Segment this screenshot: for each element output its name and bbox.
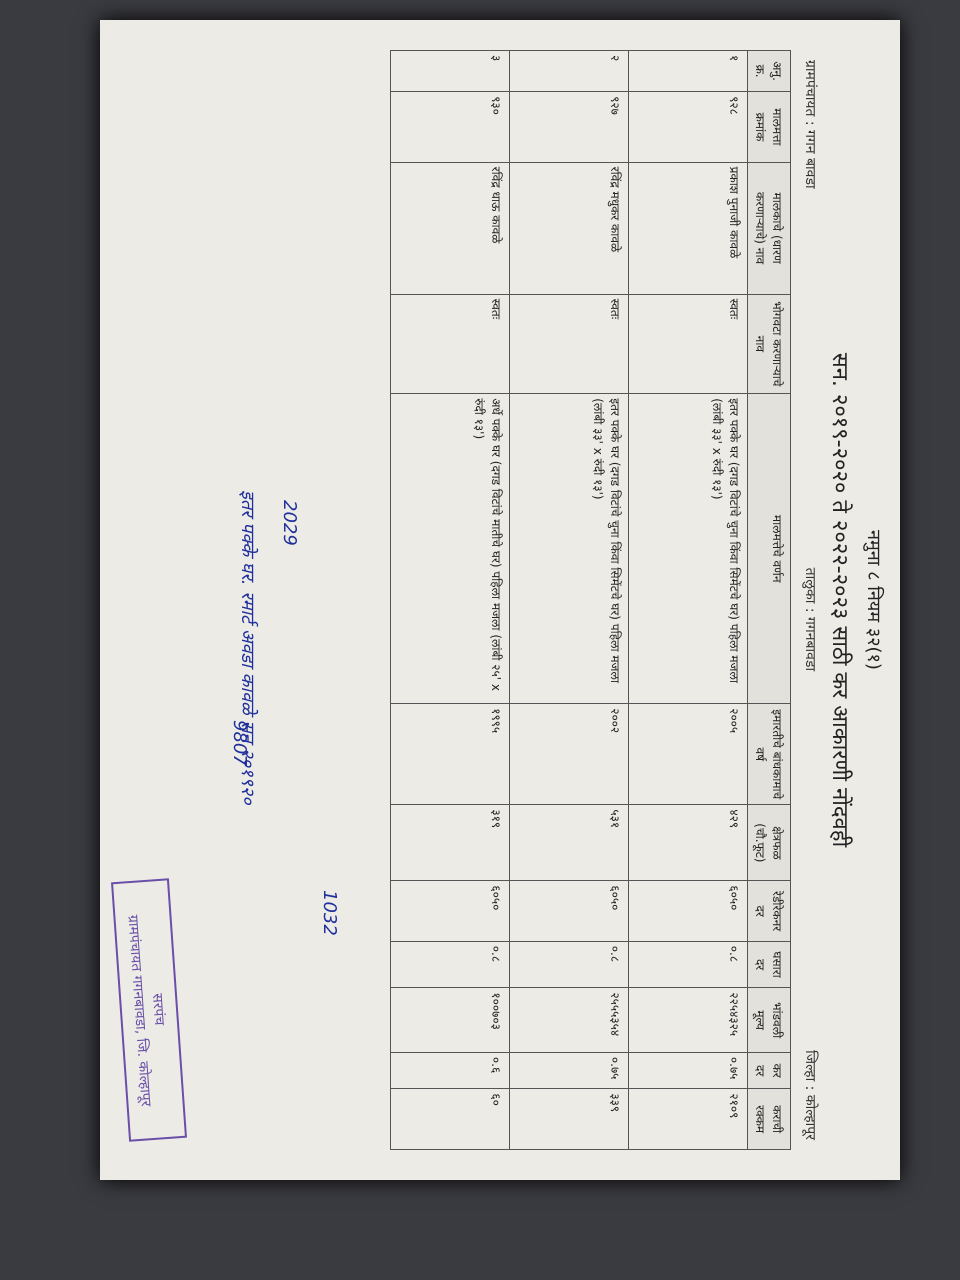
table-cell: ०.६ — [390, 1052, 510, 1089]
tax-table: अनु. क्र. मालमत्ता क्रमांक मालकाचे (धारण क… — [390, 50, 791, 1150]
handwritten-number: 9807 — [229, 720, 250, 766]
handwritten-note: इतर पक्के घर. रमार्ट अवडा कावळे सन २०१९२… — [237, 490, 258, 805]
table-cell: ३ — [390, 50, 510, 92]
table-cell: ९३० — [390, 91, 510, 163]
table-row: ३ ९३० रविंद्र धाऊ कावळे स्वतः अर्धे पक्के घर… — [390, 50, 510, 1150]
taluka: तालुका : गगनबावडा — [802, 567, 818, 672]
district: जिल्हा : कोल्हापूर — [802, 1050, 818, 1140]
table-cell: ०.८ — [390, 941, 510, 988]
table-cell: स्वतः — [509, 294, 629, 394]
table-cell: २२५४३२५ — [628, 987, 748, 1053]
table-cell: ९२७ — [509, 91, 629, 163]
table-cell: रविंद्र धाऊ कावळे — [390, 162, 510, 295]
form-number: नमुना ८ नियम ३२(१) — [863, 530, 884, 670]
table-cell: ९२८ — [628, 91, 748, 163]
table-cell: २००२ — [509, 703, 629, 805]
column-header: इमारतीचे बांधकामाचे वर्ष — [747, 703, 791, 805]
table-cell: इतर पक्के घर (दगड विटांचे चुना किंवा सिम… — [509, 393, 629, 704]
meta-row: ग्रामपंचायत : गगन बावडा तालुका : गगनबावड… — [795, 20, 826, 1180]
table-cell: ०.८ — [628, 941, 748, 988]
table-cell: १००७०३ — [390, 987, 510, 1053]
handwritten-year: 2029 — [279, 500, 300, 546]
handwritten-number: 1032 — [319, 890, 340, 936]
column-header: मालमत्तेचे वर्णन — [747, 393, 791, 704]
column-header: मालमत्ता क्रमांक — [747, 91, 791, 163]
column-header: भांडवली मूल्य — [747, 987, 791, 1053]
table-cell: ३३९ — [509, 1088, 629, 1150]
table-cell: २५५५३५४ — [509, 987, 629, 1053]
column-header: घसारा दर — [747, 941, 791, 988]
table-cell: ६०५० — [390, 880, 510, 942]
column-header: अनु. क्र. — [747, 50, 791, 92]
table-cell: प्रकाश पुनाजी कावळे — [628, 162, 748, 295]
table-cell: ०.७५ — [509, 1052, 629, 1089]
register-sheet: नमुना ८ नियम ३२(१) सन. २०१९-२०२० ते २०२२… — [100, 20, 900, 1180]
stamp: सरपंच ग्रामपंचायत गगनबावडा, जि. कोल्हापू… — [111, 878, 187, 1142]
table-row: १ ९२८ प्रकाश पुनाजी कावळे स्वतः इतर पक्के घर… — [628, 50, 748, 1150]
table-cell: ६०५० — [509, 880, 629, 942]
table-cell: १ — [628, 50, 748, 92]
table-cell: रविंद्र मधुकर कावळे — [509, 162, 629, 295]
table-cell: ४२९ — [628, 804, 748, 881]
column-header: रेडीरेकनर दर — [747, 880, 791, 942]
table-cell: ६० — [390, 1088, 510, 1150]
table-cell: ०.८ — [509, 941, 629, 988]
column-header: मालकाचे (धारण करणाऱ्याचे) नाव — [747, 162, 791, 295]
column-header: क्षेत्रफळ (चौ.फूट) — [747, 804, 791, 881]
register-title: सन. २०१९-२०२० ते २०२२-२०२३ साठी कर आकारण… — [827, 352, 852, 848]
column-header: कराची रक्कम — [747, 1088, 791, 1150]
table-cell: स्वतः — [390, 294, 510, 394]
header-row: अनु. क्र. मालमत्ता क्रमांक मालकाचे (धारण क… — [747, 50, 791, 1150]
table-cell: ५३१ — [509, 804, 629, 881]
table-cell: इतर पक्के घर (दगड विटांचे चुना किंवा सिम… — [628, 393, 748, 704]
table-row: २ ९२७ रविंद्र मधुकर कावळे स्वतः इतर पक्के घर… — [509, 50, 629, 1150]
table-cell: ६०५० — [628, 880, 748, 942]
table-cell: स्वतः — [628, 294, 748, 394]
column-header: कर दर — [747, 1052, 791, 1089]
column-header: भोगवटा करणाऱ्याचे नाव — [747, 294, 791, 394]
table-cell: १९९५ — [390, 703, 510, 805]
table-cell: ०.७५ — [628, 1052, 748, 1089]
table-cell: २ — [509, 50, 629, 92]
gram-panchayat: ग्रामपंचायत : गगन बावडा — [802, 60, 818, 189]
table-cell: ३१९ — [390, 804, 510, 881]
table-cell: अर्धे पक्के घर (दगड विटांचे मातीचे घर) प… — [390, 393, 510, 704]
table-cell: २००५ — [628, 703, 748, 805]
table-cell: २१०९ — [628, 1088, 748, 1150]
